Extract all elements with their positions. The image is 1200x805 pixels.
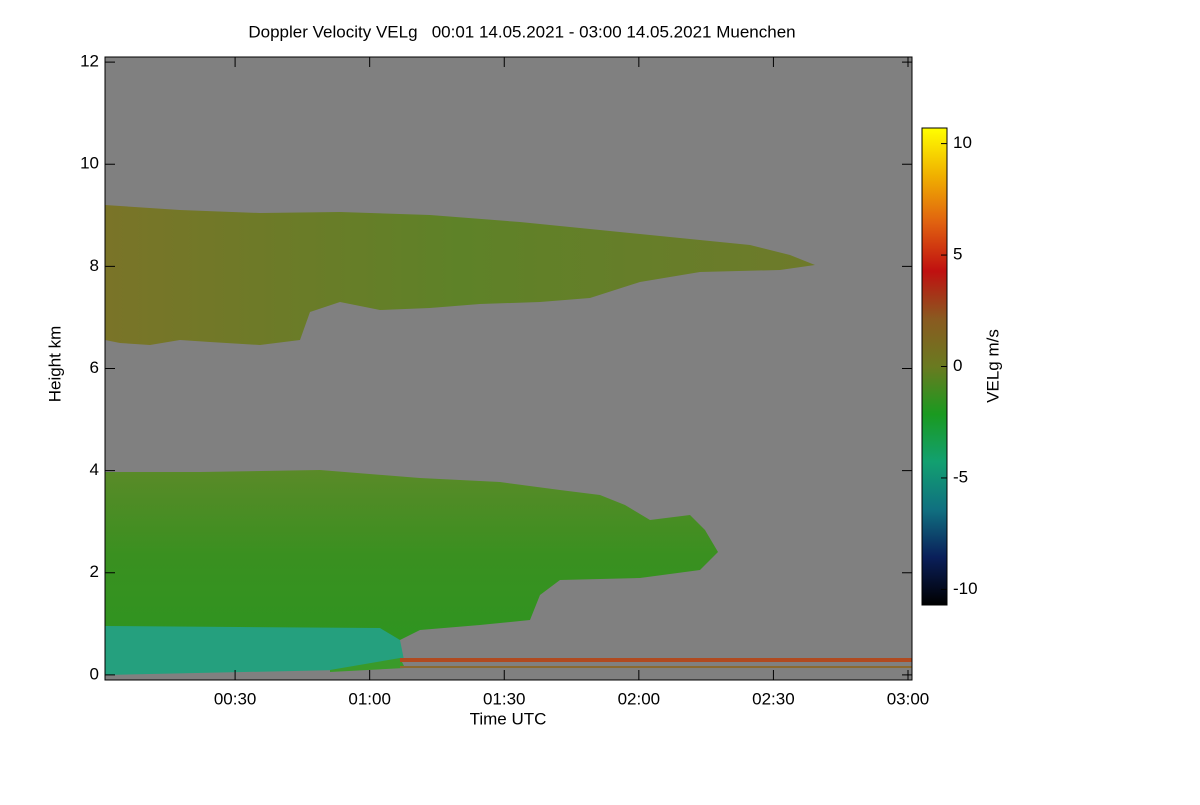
colorbar-tick-label: -10 (953, 579, 978, 598)
x-tick-label: 02:00 (618, 689, 661, 708)
colorbar-tick-label: 0 (953, 356, 962, 375)
x-tick-label: 02:30 (752, 689, 795, 708)
upper-cloud (105, 205, 815, 345)
boundary-layer-edge (330, 658, 405, 672)
x-tick-label: 01:00 (348, 689, 391, 708)
y-tick-label: 10 (80, 154, 99, 173)
boundary-layer (105, 626, 404, 675)
y-axis-label: Height km (45, 326, 64, 403)
y-tick-label: 12 (80, 52, 99, 71)
x-axis-label: Time UTC (470, 709, 547, 728)
y-tick-label: 6 (90, 358, 99, 377)
colorbar-tick-label: 5 (953, 245, 962, 264)
x-tick-label: 03:00 (887, 689, 930, 708)
y-tick-label: 0 (90, 664, 99, 683)
clutter-line (400, 666, 912, 668)
colorbar-tick-label: -5 (953, 467, 968, 486)
clutter-line (400, 658, 912, 662)
lower-cloud (105, 470, 718, 640)
y-tick-label: 2 (90, 562, 99, 581)
y-tick-label: 8 (90, 256, 99, 275)
chart-title: Doppler Velocity VELg 00:01 14.05.2021 -… (248, 22, 795, 41)
y-tick-label: 4 (90, 460, 99, 479)
colorbar-label: VELg m/s (983, 329, 1002, 403)
radar-echoes (105, 205, 912, 675)
x-tick-label: 00:30 (214, 689, 257, 708)
x-tick-label: 01:30 (483, 689, 526, 708)
colorbar-tick-label: 10 (953, 133, 972, 152)
